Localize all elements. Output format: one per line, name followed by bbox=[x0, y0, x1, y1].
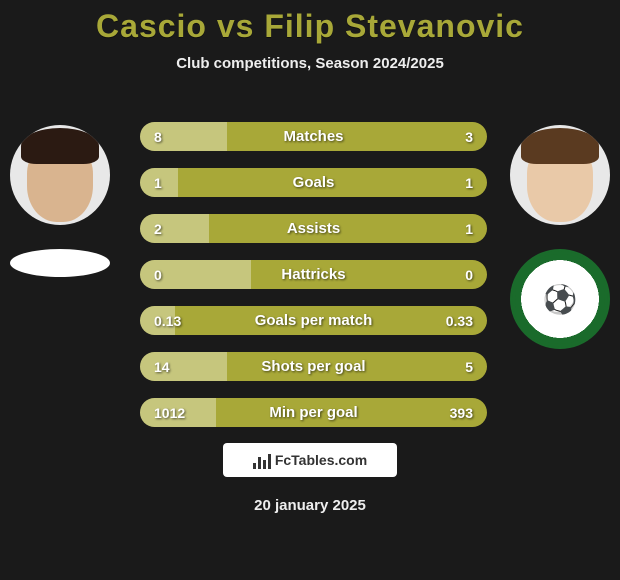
stat-right-value: 3 bbox=[465, 129, 473, 145]
brand-badge[interactable]: FcTables.com bbox=[223, 443, 397, 477]
stat-left-value: 0 bbox=[154, 267, 162, 283]
stat-row: 8 Matches 3 bbox=[140, 122, 487, 151]
stat-row: 0.13 Goals per match 0.33 bbox=[140, 306, 487, 335]
stat-label: Hattricks bbox=[281, 266, 345, 283]
hair-icon bbox=[521, 128, 599, 164]
bar-chart-icon bbox=[253, 451, 271, 469]
stat-row: 2 Assists 1 bbox=[140, 214, 487, 243]
soccer-ball-icon: ⚽ bbox=[543, 283, 578, 316]
brand-text: FcTables.com bbox=[275, 452, 367, 468]
stat-row-fill bbox=[140, 214, 209, 243]
stat-row-fill bbox=[140, 352, 227, 381]
stat-label: Shots per goal bbox=[261, 358, 365, 375]
stat-left-value: 1 bbox=[154, 175, 162, 191]
stat-right-value: 0.33 bbox=[446, 313, 473, 329]
stat-row: 14 Shots per goal 5 bbox=[140, 352, 487, 381]
stat-left-value: 1012 bbox=[154, 405, 185, 421]
stat-row: 1012 Min per goal 393 bbox=[140, 398, 487, 427]
player-right-club-logo: ⚽ bbox=[510, 249, 610, 349]
stat-right-value: 1 bbox=[465, 221, 473, 237]
stat-left-value: 0.13 bbox=[154, 313, 181, 329]
stat-label: Goals per match bbox=[255, 312, 373, 329]
stat-left-value: 2 bbox=[154, 221, 162, 237]
date-text: 20 january 2025 bbox=[0, 497, 620, 514]
player-left-club-logo bbox=[10, 249, 110, 277]
stat-label: Min per goal bbox=[269, 404, 357, 421]
infographic-container: Cascio vs Filip Stevanovic Club competit… bbox=[0, 0, 620, 580]
stat-label: Matches bbox=[283, 128, 343, 145]
left-column bbox=[10, 125, 110, 277]
player-left-avatar bbox=[10, 125, 110, 225]
stat-right-value: 5 bbox=[465, 359, 473, 375]
stat-label: Goals bbox=[293, 174, 335, 191]
stat-row: 1 Goals 1 bbox=[140, 168, 487, 197]
stat-row-fill bbox=[140, 122, 227, 151]
hair-icon bbox=[21, 128, 99, 164]
player-right-avatar bbox=[510, 125, 610, 225]
stat-left-value: 14 bbox=[154, 359, 170, 375]
page-title: Cascio vs Filip Stevanovic bbox=[0, 8, 620, 45]
stat-right-value: 1 bbox=[465, 175, 473, 191]
stat-label: Assists bbox=[287, 220, 340, 237]
face-icon bbox=[27, 142, 93, 222]
stat-row: 0 Hattricks 0 bbox=[140, 260, 487, 289]
right-column: ⚽ bbox=[510, 125, 610, 349]
stats-rows: 8 Matches 3 1 Goals 1 2 Assists 1 0 Hattricks 0 0.13… bbox=[140, 122, 487, 427]
face-icon bbox=[527, 142, 593, 222]
stat-right-value: 393 bbox=[450, 405, 473, 421]
stat-right-value: 0 bbox=[465, 267, 473, 283]
page-subtitle: Club competitions, Season 2024/2025 bbox=[0, 55, 620, 72]
stat-left-value: 8 bbox=[154, 129, 162, 145]
